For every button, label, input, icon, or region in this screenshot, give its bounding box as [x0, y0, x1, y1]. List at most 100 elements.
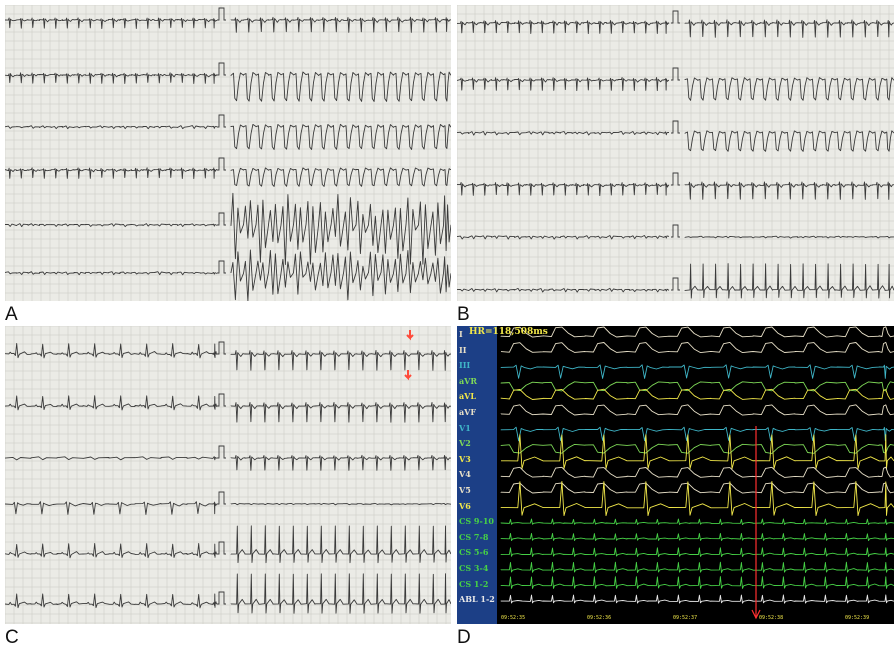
monitor-channel-trace	[500, 381, 894, 392]
channel-label-text: CS 7-8	[459, 531, 489, 542]
panel-b-right-trace	[684, 130, 894, 152]
panel-a-right-trace	[230, 249, 451, 301]
channel-label: CS 5-6	[459, 548, 488, 556]
channel-label: V3	[459, 455, 471, 463]
panel-b-left-trace	[457, 235, 670, 240]
calibration-pulse	[671, 172, 680, 186]
ecg-grid	[5, 5, 451, 301]
panel-b-ecg-strip	[457, 5, 894, 301]
channel-label: I	[459, 330, 463, 338]
monitor-channel-trace	[500, 561, 894, 573]
channel-label-text: V4	[459, 469, 471, 480]
channel-label-sidebar: I II III aVR aVL aVF V1 V2 V3 V4 V5 V6 CS 9-10 CS 7-8…	[457, 326, 497, 624]
monitor-channel-trace	[500, 341, 894, 354]
channel-label-text: aVF	[459, 407, 477, 417]
calibration-pulse	[671, 67, 680, 81]
panel-a-left-trace	[5, 271, 218, 276]
timing-marker-arrow	[751, 609, 761, 620]
panel-c-left-trace	[5, 543, 218, 559]
channel-label-text: V5	[459, 485, 471, 495]
panel-a-traces	[5, 5, 451, 301]
calibration-pulse	[217, 445, 226, 459]
panel-b-right-trace	[684, 77, 894, 101]
channel-label-text: V6	[459, 500, 471, 511]
panel-b-left-trace	[457, 20, 670, 35]
calibration-pulse	[671, 224, 680, 238]
panel-c-left-trace	[5, 501, 218, 515]
ecg-grid	[457, 5, 894, 301]
calibration-pulse	[217, 212, 226, 226]
calibration-pulse	[217, 491, 226, 505]
channel-label-text: aVL	[459, 391, 477, 402]
monitor-channel-trace	[500, 576, 894, 589]
panel-b-left-trace	[457, 77, 669, 92]
channel-label-text: V1	[459, 422, 471, 433]
panel-a-left-trace	[5, 167, 217, 180]
panel-a-left-trace	[5, 223, 218, 228]
channel-label-text: CS 9-10	[459, 516, 494, 527]
timestamp-label: 09:52:39	[845, 615, 870, 621]
channel-label: aVL	[459, 392, 476, 400]
channel-label-text: V3	[459, 453, 471, 464]
panel-b-left-trace	[457, 130, 670, 136]
panel-a-right-trace	[230, 123, 451, 150]
monitor-channel-trace	[500, 480, 894, 517]
channel-label: CS 9-10	[459, 517, 494, 525]
panel-label-c: C	[5, 627, 19, 648]
panel-c-right-trace	[230, 573, 451, 614]
calibration-pulse	[217, 157, 226, 171]
channel-label: V1	[459, 424, 471, 432]
channel-label-text: CS 1-2	[459, 578, 489, 589]
monitor-channel-trace	[500, 547, 894, 558]
timestamp-label: 09:52:38	[759, 615, 784, 621]
panel-label-d: D	[457, 627, 471, 648]
calibration-pulse	[671, 277, 680, 291]
panel-a-left-trace	[5, 125, 218, 130]
monitor-channel-trace	[500, 482, 894, 494]
panel-b-right-trace	[684, 235, 894, 239]
channel-label-text: aVR	[459, 375, 478, 386]
calibration-pulse	[217, 393, 226, 407]
channel-label: CS 3-4	[459, 564, 488, 572]
panel-c-left-trace	[5, 456, 218, 461]
panel-b-right-trace	[684, 19, 894, 38]
channel-label-text: II	[459, 344, 467, 355]
calibration-pulse	[217, 62, 226, 76]
timestamp-label: 09:52:37	[673, 615, 698, 621]
channel-label-text: CS 3-4	[459, 563, 489, 573]
channel-label: II	[459, 346, 466, 354]
panel-b-traces	[457, 5, 894, 301]
panel-d-ep-monitor: I II III aVR aVL aVF V1 V2 V3 V4 V5 V6 CS 9-10 CS 7-8…	[457, 326, 894, 624]
channel-label-text: CS 5-6	[459, 547, 489, 558]
channel-label: V6	[459, 502, 471, 510]
channel-label: ABL 1-2	[459, 595, 495, 603]
panel-c-right-trace	[230, 350, 451, 371]
panel-c-right-trace	[230, 502, 451, 506]
panel-a-right-trace	[230, 167, 451, 187]
timestamp-label: 09:52:36	[587, 615, 612, 621]
channel-label-text: I	[459, 329, 463, 339]
channel-label: V4	[459, 470, 471, 478]
panel-b-right-trace	[684, 263, 894, 299]
calibration-pulse	[217, 591, 226, 605]
panel-a-right-trace	[230, 16, 451, 33]
panel-a-right-trace	[230, 192, 451, 265]
channel-label: CS 1-2	[459, 580, 488, 588]
channel-label: III	[459, 361, 470, 369]
panel-c-right-trace	[230, 525, 451, 564]
channel-label: V5	[459, 486, 471, 494]
calibration-pulse	[217, 260, 226, 274]
monitor-channel-trace	[500, 404, 894, 416]
panel-c-traces	[5, 326, 451, 624]
panel-b-left-trace	[457, 181, 670, 197]
monitor-channel-trace	[500, 364, 894, 379]
panel-c-ecg-strip	[5, 326, 451, 624]
panel-label-a: A	[5, 304, 18, 325]
channel-label-text: V2	[459, 438, 471, 449]
channel-label: aVR	[459, 377, 477, 385]
monitor-channel-trace	[500, 434, 894, 470]
panel-d-traces	[500, 326, 894, 620]
monitor-channel-trace	[500, 326, 894, 338]
panel-c-right-trace	[230, 402, 451, 423]
channel-label: V2	[459, 439, 471, 447]
